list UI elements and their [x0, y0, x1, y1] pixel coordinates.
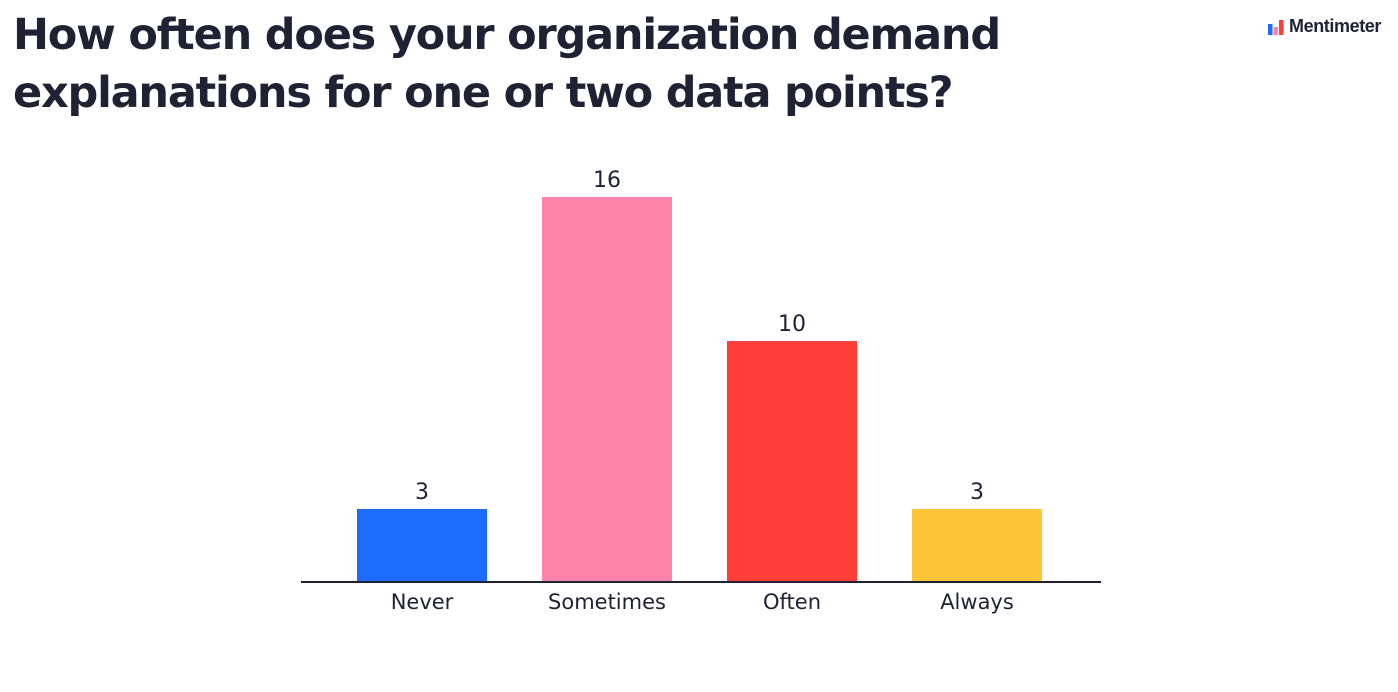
category-label-always: Always	[940, 590, 1014, 614]
question-title: How often does your organization demand …	[13, 10, 1001, 118]
bar-sometimes	[542, 197, 672, 581]
category-label-sometimes: Sometimes	[548, 590, 666, 614]
bar-always	[912, 509, 1042, 581]
category-label-never: Never	[391, 590, 454, 614]
brand-name: Mentimeter	[1289, 16, 1382, 36]
bar-often	[727, 341, 857, 581]
bar-value-label-never: 3	[415, 480, 429, 505]
mentimeter-logo-icon	[1268, 19, 1284, 35]
category-label-often: Often	[763, 590, 821, 614]
brand-logo: Mentimeter	[1268, 16, 1381, 37]
bar-value-label-often: 10	[778, 312, 806, 337]
bar-value-label-sometimes: 16	[593, 168, 621, 193]
bar-never	[357, 509, 487, 581]
bar-value-label-always: 3	[970, 480, 984, 505]
